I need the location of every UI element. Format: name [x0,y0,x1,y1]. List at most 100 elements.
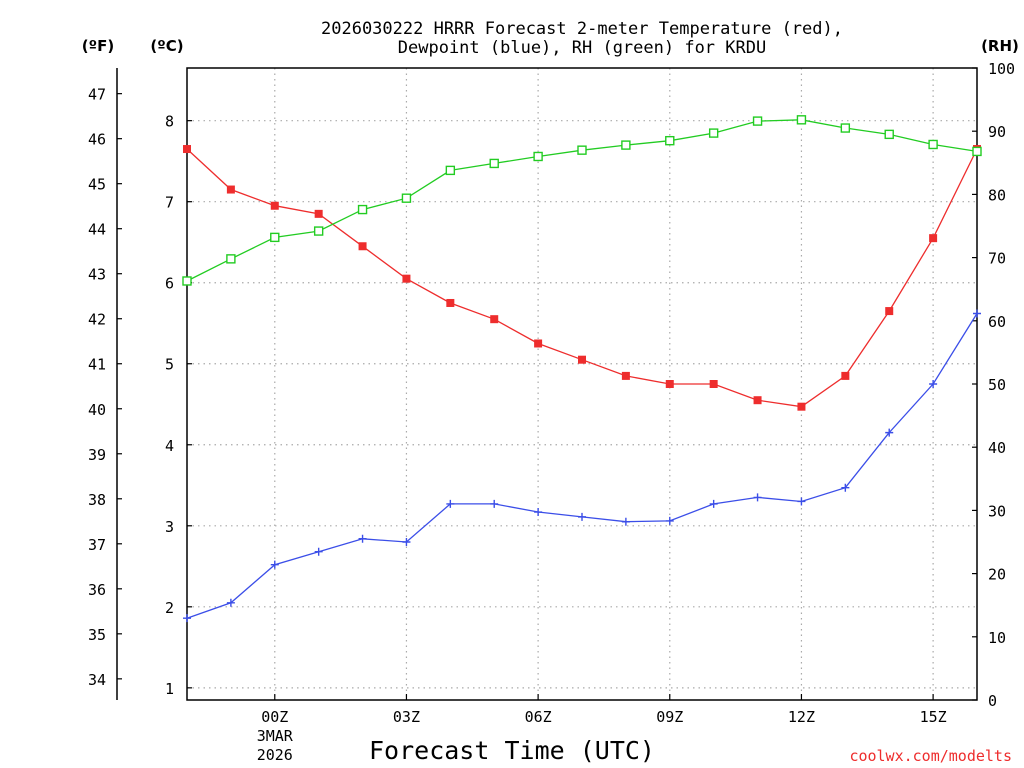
dewpoint-point [929,380,938,388]
rh-tick-label: 30 [988,502,1006,520]
rh-tick-label: 90 [988,123,1006,141]
temperature-point [665,380,674,388]
fahrenheit-tick-label: 37 [88,536,106,554]
plot-frame [186,67,978,701]
data-series [182,115,982,623]
rh-point [752,116,763,126]
temperature-point [490,315,499,324]
rh-tick-label: 0 [988,692,997,710]
rh-tick-label: 10 [988,629,1006,647]
dewpoint-point [226,598,235,607]
rh-point [226,254,236,264]
temperature-point [885,307,894,316]
temperature-point [358,242,367,251]
rh-point [621,140,631,150]
rh-point [840,123,851,133]
temperature-line [186,148,978,408]
x-tick-label: 12Z [788,708,815,726]
temperature-point [709,380,718,388]
fahrenheit-tick-label: 34 [88,671,106,689]
rh-point [928,139,938,150]
dewpoint-point [885,428,894,437]
fahrenheit-tick-label: 41 [88,356,106,374]
x-tick-label: 03Z [393,708,420,726]
rh-line [186,119,978,282]
fahrenheit-tick-label: 43 [88,266,106,284]
celsius-tick-label: 8 [165,113,174,131]
rh-tick-label: 70 [988,250,1006,268]
dewpoint-point [270,560,279,569]
fahrenheit-tick-label: 45 [88,176,106,194]
axes: 3435363738394041424344454647123456780102… [88,60,1015,764]
rh-point [357,204,368,215]
rh-point [796,115,807,125]
rh-axis-label: (RH) [981,37,1019,55]
x-tick-label: 09Z [656,708,683,726]
celsius-tick-label: 1 [165,680,174,698]
dewpoint-point [446,499,455,508]
x-tick-label: 00Z [261,708,288,726]
temperature-point [314,209,323,218]
x-tick-date: 3MAR [257,727,294,745]
rh-tick-label: 20 [988,566,1006,584]
dewpoint-point [797,497,806,506]
rh-point [577,145,587,155]
dewpoint-point [314,547,323,556]
temperature-point [753,396,762,405]
celsius-tick-label: 4 [165,437,174,455]
temperature-point [578,355,586,364]
rh-point [445,165,456,176]
temperature-point [929,234,938,243]
fahrenheit-tick-label: 47 [88,86,106,104]
rh-tick-label: 40 [988,439,1006,457]
dewpoint-point [183,614,191,623]
dewpoint-point [973,309,981,318]
rh-tick-label: 100 [988,60,1015,78]
x-axis-title: Forecast Time (UTC) [369,736,655,765]
fahrenheit-tick-label: 44 [88,221,106,239]
temperature-point [446,298,455,307]
dewpoint-point [665,516,674,525]
celsius-tick-label: 7 [165,194,174,212]
temperature-point [621,371,630,380]
fahrenheit-tick-label: 35 [88,626,106,644]
dewpoint-point [709,499,718,508]
temperature-point [226,185,235,194]
dewpoint-point [534,508,543,517]
rh-point [665,135,675,146]
celsius-axis-label: (ºC) [150,37,183,55]
temperature-point [402,274,411,283]
temperature-point [270,201,279,210]
rh-point [182,276,192,286]
celsius-tick-label: 5 [165,356,174,374]
celsius-tick-label: 2 [165,599,174,617]
celsius-tick-label: 6 [165,275,174,293]
chart-title-line2: Dewpoint (blue), RH (green) for KRDU [398,38,766,58]
chart-title-line1: 2026030222 HRRR Forecast 2-meter Tempera… [321,19,843,39]
x-tick-label: 06Z [525,708,552,726]
dewpoint-point [753,493,762,502]
rh-point [489,158,499,169]
dewpoint-point [621,517,630,526]
fahrenheit-axis-label: (ºF) [82,37,114,55]
rh-tick-label: 50 [988,376,1006,394]
x-tick-label: 15Z [920,708,947,726]
temperature-point [534,339,543,348]
temperature-point [841,371,850,380]
dewpoint-point [402,538,411,546]
fahrenheit-tick-label: 42 [88,311,106,329]
temperature-point [797,402,806,411]
temperature-point [183,145,191,154]
fahrenheit-tick-label: 40 [88,401,106,419]
fahrenheit-tick-label: 46 [88,131,106,149]
rh-point [401,193,412,203]
fahrenheit-tick-label: 36 [88,581,106,599]
rh-point [884,129,894,140]
fahrenheit-tick-label: 39 [88,446,106,464]
rh-point [972,146,982,157]
dewpoint-point [490,499,499,508]
rh-tick-label: 80 [988,186,1006,204]
rh-point [270,232,280,243]
grid-lines [187,68,977,700]
dewpoint-point [578,512,586,521]
